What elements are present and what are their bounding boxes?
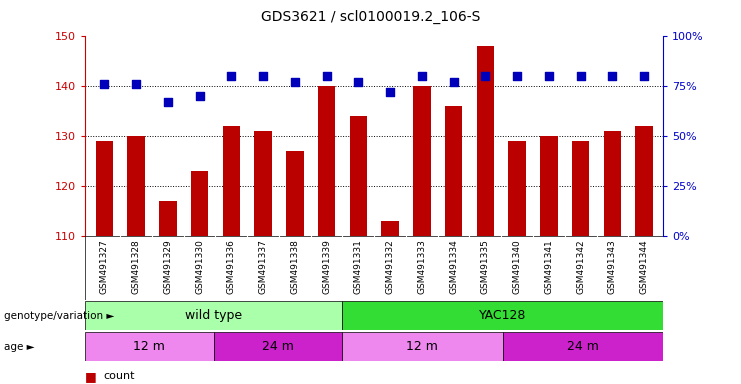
Text: GSM491327: GSM491327: [100, 239, 109, 294]
Text: GSM491343: GSM491343: [608, 239, 617, 294]
Bar: [604, 131, 621, 236]
Point: [193, 93, 205, 99]
Bar: [85, 332, 213, 361]
Point: [289, 79, 301, 86]
Text: wild type: wild type: [185, 310, 242, 322]
Point: [321, 73, 333, 79]
Bar: [342, 332, 502, 361]
Text: GSM491329: GSM491329: [163, 239, 173, 294]
Point: [162, 99, 173, 106]
Text: YAC128: YAC128: [479, 310, 526, 322]
Point: [479, 73, 491, 79]
Text: GSM491339: GSM491339: [322, 239, 331, 294]
Bar: [445, 106, 462, 236]
Point: [130, 81, 142, 88]
Text: GSM491341: GSM491341: [545, 239, 554, 294]
Bar: [502, 332, 663, 361]
Text: GSM491337: GSM491337: [259, 239, 268, 294]
Bar: [85, 236, 663, 300]
Text: GSM491336: GSM491336: [227, 239, 236, 294]
Bar: [286, 151, 304, 236]
Text: GSM491342: GSM491342: [576, 239, 585, 294]
Bar: [572, 141, 589, 236]
Point: [99, 81, 110, 88]
Point: [448, 79, 459, 86]
Text: ■: ■: [85, 370, 97, 383]
Point: [225, 73, 237, 79]
Bar: [342, 301, 663, 330]
Text: 12 m: 12 m: [133, 340, 165, 353]
Bar: [222, 126, 240, 236]
Bar: [96, 141, 113, 236]
Bar: [413, 86, 431, 236]
Bar: [476, 46, 494, 236]
Point: [353, 79, 365, 86]
Bar: [350, 116, 367, 236]
Point: [416, 73, 428, 79]
Text: GSM491332: GSM491332: [385, 239, 395, 294]
Text: age ►: age ►: [4, 341, 34, 352]
Text: GSM491330: GSM491330: [195, 239, 204, 294]
Bar: [159, 201, 176, 236]
Text: GSM491333: GSM491333: [417, 239, 426, 294]
Point: [257, 73, 269, 79]
Bar: [318, 86, 335, 236]
Text: GSM491328: GSM491328: [131, 239, 141, 294]
Text: 24 m: 24 m: [262, 340, 294, 353]
Text: 12 m: 12 m: [406, 340, 439, 353]
Text: GSM491335: GSM491335: [481, 239, 490, 294]
Text: genotype/variation ►: genotype/variation ►: [4, 311, 114, 321]
Bar: [540, 136, 557, 236]
Bar: [382, 221, 399, 236]
Text: GSM491344: GSM491344: [639, 239, 648, 294]
Bar: [636, 126, 653, 236]
Point: [511, 73, 523, 79]
Bar: [213, 332, 342, 361]
Bar: [508, 141, 526, 236]
Point: [575, 73, 587, 79]
Text: GSM491338: GSM491338: [290, 239, 299, 294]
Bar: [85, 301, 342, 330]
Text: count: count: [104, 371, 136, 381]
Point: [543, 73, 555, 79]
Bar: [254, 131, 272, 236]
Point: [384, 89, 396, 96]
Text: GSM491334: GSM491334: [449, 239, 458, 294]
Point: [638, 73, 650, 79]
Text: 24 m: 24 m: [567, 340, 599, 353]
Point: [606, 73, 618, 79]
Text: GSM491340: GSM491340: [513, 239, 522, 294]
Text: GSM491331: GSM491331: [353, 239, 363, 294]
Bar: [127, 136, 144, 236]
Bar: [191, 171, 208, 236]
Text: GDS3621 / scl0100019.2_106-S: GDS3621 / scl0100019.2_106-S: [261, 10, 480, 24]
